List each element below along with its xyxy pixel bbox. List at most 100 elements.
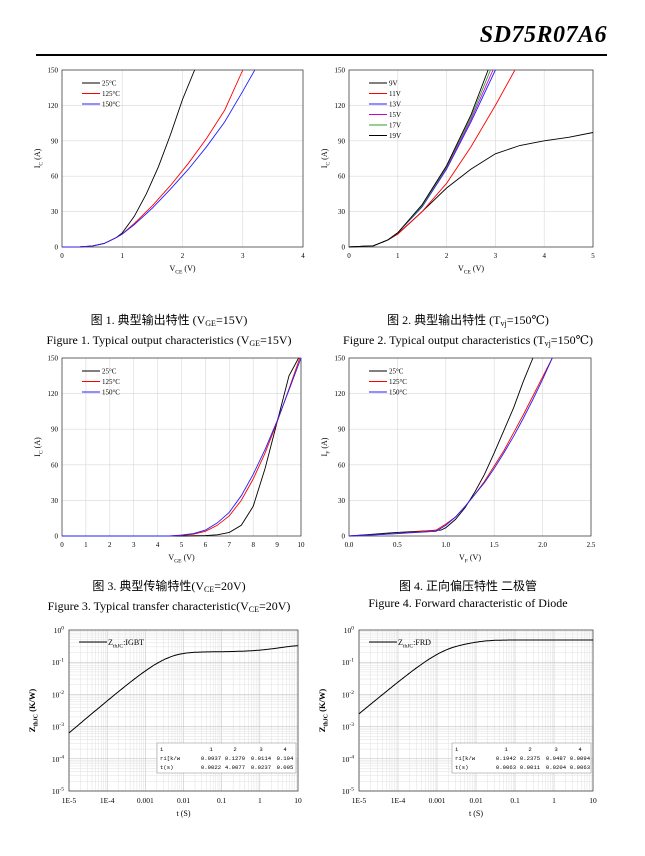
y-axis-title: ZthJC (K/W): [27, 689, 40, 733]
series-line-15V: [348, 69, 494, 248]
table-cell: 4.0077: [225, 764, 245, 771]
caption-cn-tail: =15V): [215, 313, 248, 327]
y-axis-title: IC (A): [33, 148, 44, 168]
legend-label: 25°C: [389, 368, 404, 376]
y-axis-title-main: Z: [317, 726, 327, 732]
table-cell: 0.0237: [251, 764, 271, 771]
legend-label: 125°C: [389, 378, 407, 386]
x-tick-label: 0.0: [345, 541, 354, 549]
x-axis-title-tail: (V): [182, 264, 195, 273]
y-tick-exponent: -1: [349, 658, 354, 664]
caption-fig1: 图 1. 典型输出特性 (VGE=15V) Figure 1. Typical …: [20, 312, 318, 352]
x-axis-title: t (S): [177, 809, 191, 818]
series-line-150°C: [61, 69, 256, 248]
y-tick-base: 10: [344, 626, 352, 635]
y-tick-base: 10: [342, 723, 350, 732]
table-header-cell: 2: [233, 746, 236, 753]
legend-label: 125°C: [102, 378, 120, 386]
x-axis-title-main: V: [168, 553, 174, 562]
x-axis-title-tail: (V): [471, 264, 484, 273]
caption-en: Figure 4. Forward characteristic of Diod…: [368, 596, 568, 610]
y-axis-title-sub: thJC: [324, 714, 330, 727]
y-tick-label: 150: [48, 67, 59, 75]
y-axis-title: IC (A): [33, 437, 44, 457]
x-tick-label: 0.1: [510, 796, 520, 805]
y-axis-title-main: I: [33, 165, 42, 168]
y-tick-label: 10-2: [342, 690, 354, 700]
y-tick-base: 10: [342, 690, 350, 699]
legend-label: 125°C: [102, 90, 120, 98]
table-cell: 0.0114: [251, 755, 272, 762]
fig1-chart: 0 1 2 3 4 0 30 60 90 120 150 VCE (V) IC (A) 25°C 125°C…: [33, 67, 305, 276]
caption-en: Figure 3. Typical transfer characteristi…: [47, 599, 249, 613]
y-tick-label: 90: [338, 137, 346, 145]
y-tick-label: 10-2: [52, 690, 64, 700]
table-cell: 0.0094: [570, 755, 591, 762]
legend-label: 11V: [389, 90, 401, 98]
table-cell: 0.0204: [546, 764, 567, 771]
fig6-chart: 1E-5 1E-4 0.001 0.01 0.1 1 1010-510-410-310-21…: [317, 626, 597, 819]
x-tick-label: 4: [542, 252, 546, 260]
plot-frame: [358, 629, 594, 792]
x-axis-title: t (S): [469, 809, 483, 818]
y-tick-label: 10-1: [342, 658, 354, 668]
x-tick-label: 3: [132, 541, 136, 549]
y-tick-exponent: -2: [349, 690, 354, 696]
y-tick-label: 10-4: [52, 754, 64, 764]
x-tick-label: 1.0: [441, 541, 450, 549]
table-cell: 0.0937: [201, 755, 221, 762]
legend-label: 13V: [389, 101, 401, 109]
x-tick-label: 0: [60, 541, 64, 549]
series-line-25°C: [348, 357, 534, 537]
x-tick-label: 5: [180, 541, 184, 549]
caption-fig4: 图 4. 正向偏压特性 二极管 Figure 4. Forward charac…: [318, 578, 618, 612]
x-tick-label: 10: [589, 796, 597, 805]
series-line-17V: [348, 69, 491, 248]
x-axis-title-main: V: [458, 264, 464, 273]
table-header-cell: 1: [209, 746, 213, 753]
caption-cn: 图 3. 典型传输特性(V: [92, 579, 204, 593]
series-line-9V: [348, 132, 594, 248]
legend-label-tail: :FRD: [413, 638, 431, 647]
y-tick-label: 30: [338, 208, 346, 216]
x-tick-label: 1E-4: [391, 796, 406, 805]
series-line-25°C: [61, 69, 196, 248]
y-tick-base: 10: [342, 658, 350, 667]
caption-cn: 图 2. 典型输出特性 (T: [387, 313, 501, 327]
legend-label-main: Z: [108, 638, 113, 647]
series-line-150°C: [348, 357, 553, 537]
legend-label: 19V: [389, 132, 401, 140]
table-header-cell: 1: [504, 746, 508, 753]
x-axis-title-main: V: [459, 553, 465, 562]
x-tick-label: 2: [181, 252, 185, 260]
legend-label-main: Z: [398, 638, 403, 647]
table-cell: t(s): [455, 764, 468, 771]
x-tick-label: 3: [241, 252, 245, 260]
legend-label-sub: thJC: [113, 643, 124, 649]
caption-fig3: 图 3. 典型传输特性(VCE=20V) Figure 3. Typical t…: [20, 578, 318, 618]
x-tick-label: 2.0: [538, 541, 547, 549]
y-tick-base: 10: [342, 787, 350, 796]
y-axis-title: IF (A): [320, 437, 331, 456]
series-line-13V: [348, 69, 496, 248]
x-tick-label: 6: [204, 541, 208, 549]
y-axis-title-tail: (A): [33, 437, 42, 450]
y-axis-title: ZthJC (K/W): [317, 689, 330, 733]
series-line-125°C: [61, 69, 244, 248]
x-tick-label: 0: [347, 252, 351, 260]
y-tick-exponent: 0: [61, 626, 64, 632]
y-tick-label: 90: [338, 426, 346, 434]
y-tick-label: 0: [342, 533, 346, 541]
x-tick-label: 1: [396, 252, 400, 260]
y-axis-title-tail: (A): [320, 437, 329, 450]
x-tick-label: 8: [251, 541, 255, 549]
table-cell: 0.005: [277, 764, 294, 771]
legend-label: 150°C: [102, 101, 120, 109]
x-tick-label: 5: [591, 252, 595, 260]
caption-cn-tail: =150℃): [506, 313, 549, 327]
legend-label: 150°C: [102, 389, 120, 397]
x-tick-label: 4: [301, 252, 305, 260]
table-header-cell: 4: [578, 746, 582, 753]
